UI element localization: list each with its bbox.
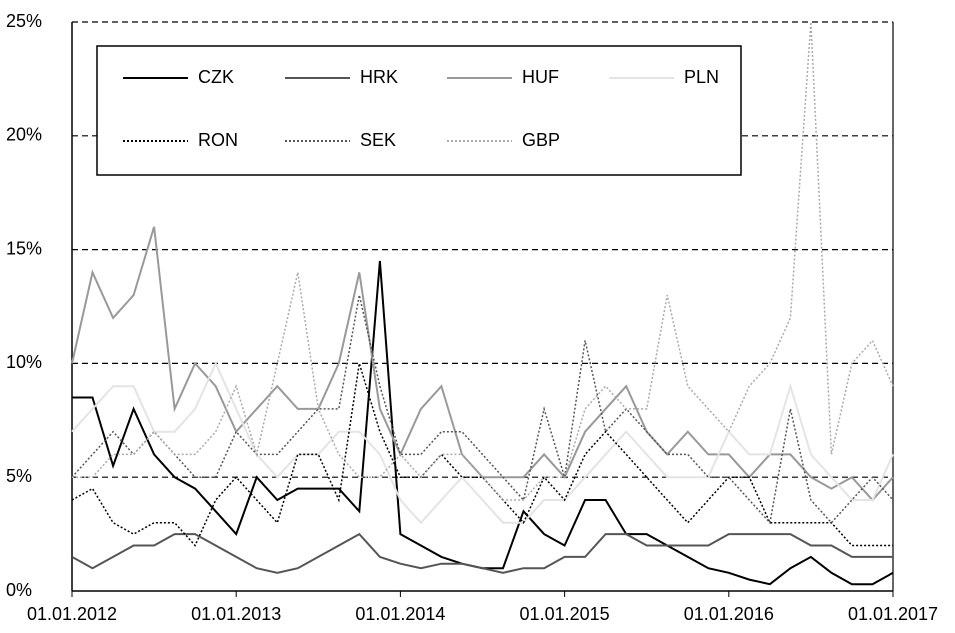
legend-label: CZK [198,67,234,87]
x-tick-label: 01.01.2014 [355,604,445,624]
legend-label: HRK [360,67,398,87]
y-tick-label: 0% [6,580,32,600]
series-line [72,21,894,501]
y-tick-label: 10% [6,352,42,372]
legend-label: PLN [684,67,719,87]
series-line [71,294,894,525]
y-tick-label: 25% [6,11,42,31]
series-line [71,360,894,525]
legend-label: HUF [522,67,559,87]
legend-box [96,45,742,176]
legend-label: RON [198,130,238,150]
x-tick-label: 01.01.2012 [27,604,117,624]
y-tick-label: 20% [6,125,42,145]
x-tick-label: 01.01.2017 [848,604,938,624]
y-tick-label: 5% [6,466,32,486]
legend-label: SEK [360,130,396,150]
legend-label: GBP [522,130,560,150]
x-tick-label: 01.01.2016 [684,604,774,624]
x-tick-label: 01.01.2013 [191,604,281,624]
x-tick-label: 01.01.2015 [520,604,610,624]
series-line [72,260,894,586]
y-tick-label: 15% [6,238,42,258]
series-line [71,532,893,574]
